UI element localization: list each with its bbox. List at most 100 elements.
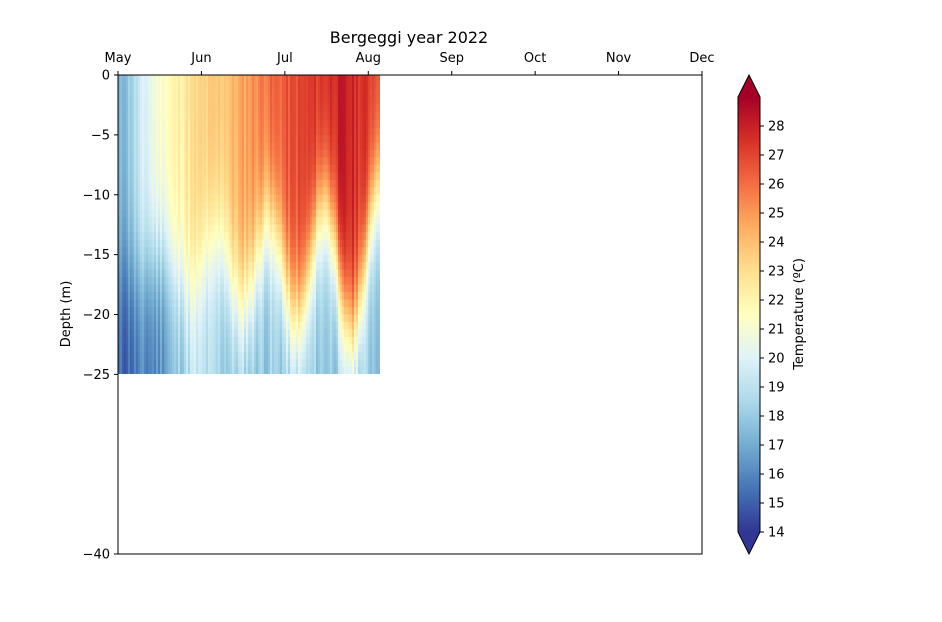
heatmap-cell (156, 82, 159, 91)
heatmap-cell (172, 179, 175, 188)
heatmap-cell (290, 329, 293, 338)
heatmap-cell (290, 269, 293, 278)
heatmap-cell (266, 232, 269, 241)
heatmap-cell (224, 172, 227, 181)
heatmap-cell (164, 351, 167, 360)
heatmap-cell (352, 172, 355, 181)
heatmap-cell (132, 344, 135, 353)
heatmap-cell (330, 75, 333, 84)
heatmap-cell (122, 224, 125, 233)
heatmap-cell (262, 307, 265, 316)
heatmap-cell (358, 269, 361, 278)
heatmap-cell (194, 321, 197, 331)
heatmap-cell (168, 89, 171, 99)
heatmap-cell (222, 217, 225, 226)
heatmap-cell (336, 359, 339, 368)
heatmap-cell (148, 239, 151, 248)
heatmap-cell (162, 119, 165, 128)
heatmap-cell (132, 277, 135, 286)
heatmap-cell (130, 239, 133, 248)
heatmap-cell (278, 179, 281, 188)
heatmap-cell (246, 104, 249, 114)
heatmap-cell (212, 97, 215, 106)
heatmap-cell (160, 239, 163, 248)
heatmap-cell (294, 127, 297, 136)
heatmap-cell (276, 351, 279, 360)
heatmap-cell (130, 269, 133, 278)
heatmap-cell (188, 262, 191, 271)
heatmap-cell (262, 299, 265, 308)
heatmap-cell (310, 172, 313, 181)
heatmap-cell (268, 187, 271, 196)
heatmap-cell (206, 299, 209, 308)
heatmap-cell (150, 232, 153, 241)
heatmap-cell (184, 307, 187, 316)
heatmap-cell (126, 239, 129, 248)
heatmap-cell (292, 179, 295, 188)
heatmap-cell (330, 179, 333, 188)
heatmap-cell (206, 269, 209, 278)
heatmap-cell (292, 194, 295, 203)
heatmap-cell (184, 359, 187, 368)
heatmap-cell (254, 344, 257, 353)
heatmap-cell (160, 307, 163, 316)
heatmap-cell (152, 351, 155, 360)
heatmap-cell (276, 104, 279, 114)
heatmap-cell (210, 292, 213, 301)
heatmap-cell (132, 269, 135, 278)
heatmap-cell (236, 284, 239, 293)
heatmap-cell (292, 104, 295, 114)
heatmap-cell (182, 277, 185, 286)
heatmap-cell (126, 119, 129, 128)
heatmap-cell (246, 179, 249, 188)
heatmap-cell (320, 149, 323, 158)
heatmap-cell (184, 157, 187, 166)
heatmap-cell (122, 314, 125, 323)
heatmap-cell (276, 172, 279, 181)
heatmap-cell (118, 351, 121, 360)
heatmap-cell (236, 359, 239, 368)
heatmap-cell (204, 232, 207, 241)
heatmap-cell (132, 134, 135, 143)
heatmap-cell (366, 187, 369, 196)
heatmap-cell (286, 292, 289, 301)
heatmap-cell (328, 82, 331, 91)
heatmap-cell (294, 172, 297, 181)
heatmap-cell (306, 262, 309, 271)
heatmap-cell (240, 119, 243, 128)
heatmap-cell (312, 224, 315, 233)
heatmap-cell (360, 351, 363, 360)
heatmap-cell (132, 157, 135, 166)
heatmap-cell (292, 89, 295, 99)
heatmap-cell (304, 329, 307, 338)
heatmap-cell (152, 104, 155, 114)
heatmap-cell (344, 351, 347, 360)
heatmap-cell (342, 75, 345, 84)
heatmap-cell (118, 269, 121, 278)
heatmap-cell (136, 344, 139, 353)
heatmap-cell (208, 179, 211, 188)
heatmap-cell (240, 202, 243, 211)
heatmap-cell (286, 149, 289, 158)
heatmap-cell (188, 97, 191, 106)
heatmap-cell (184, 351, 187, 360)
heatmap-cell (138, 299, 141, 308)
heatmap-cell (274, 336, 277, 346)
heatmap-cell (156, 239, 159, 248)
heatmap-cell (320, 344, 323, 353)
heatmap-cell (296, 232, 299, 241)
heatmap-cell (346, 179, 349, 188)
heatmap-cell (328, 134, 331, 143)
heatmap-cell (228, 202, 231, 211)
heatmap-cell (168, 224, 171, 233)
heatmap-cell (140, 209, 143, 218)
heatmap-cell (342, 359, 345, 368)
heatmap-cell (188, 247, 191, 256)
heatmap-cell (122, 321, 125, 331)
heatmap-cell (250, 269, 253, 278)
heatmap-cell (348, 179, 351, 188)
heatmap-cell (178, 202, 181, 211)
heatmap-cell (192, 179, 195, 188)
heatmap-cell (230, 336, 233, 346)
heatmap-cell (194, 336, 197, 346)
